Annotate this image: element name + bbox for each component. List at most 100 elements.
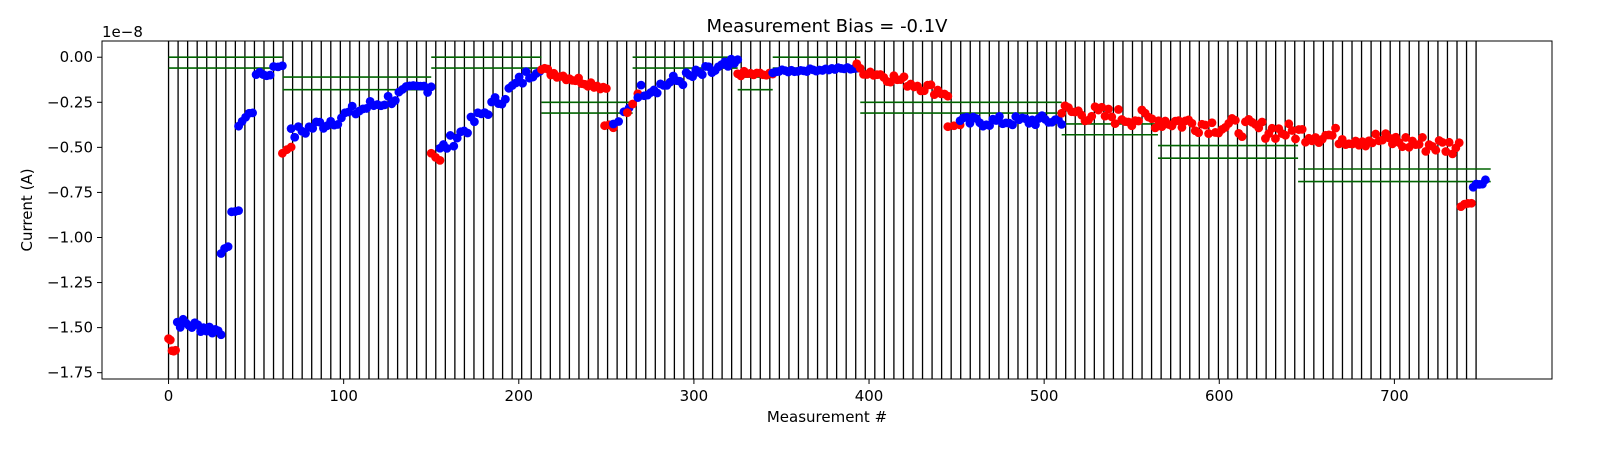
data-point [1401,133,1411,142]
x-tick-label: 0 [164,387,174,405]
data-point [1331,123,1340,133]
data-point [165,335,175,345]
data-point [1418,133,1427,142]
data-point [1008,120,1017,130]
data-point [223,242,233,252]
x-tick-label: 200 [504,387,533,405]
data-point [1414,140,1424,149]
data-point [1287,126,1297,135]
data-point [1107,112,1117,122]
data-point [449,141,459,151]
data-point [1237,132,1247,142]
data-point [1204,129,1214,138]
x-tick-label: 100 [329,387,358,405]
x-axis-ticks: 0 100 200 300 400 500 600 700 [164,379,1409,405]
data-point [248,108,258,118]
x-tick-label: 700 [1380,387,1409,405]
plot-frame [101,40,1553,380]
data-point [1421,147,1431,156]
data-point [347,101,357,111]
y-tick-label: −0.50 [47,138,93,156]
data-point [171,345,180,355]
data-point [688,72,698,82]
data-point [1397,142,1407,152]
data-point [362,104,371,113]
data-point [1097,102,1107,112]
data-point [1467,198,1476,208]
data-point [733,55,743,65]
data-point [521,67,531,77]
data-point [1150,123,1160,133]
y-tick-label: −1.50 [47,319,93,337]
data-point [435,155,445,165]
data-point [1454,138,1464,148]
data-point [463,128,472,138]
data-point [1441,147,1451,156]
data-point [445,131,455,140]
data-point [290,132,300,142]
data-point [1431,145,1441,155]
data-point [1200,120,1210,130]
data-point [1147,114,1157,124]
data-point [301,128,310,138]
data-point [1444,137,1454,147]
data-point [1114,105,1123,114]
data-point [286,124,296,133]
data-point [1057,119,1067,129]
data-point [1110,119,1120,129]
data-point [1187,118,1197,128]
data-point [628,99,638,109]
threshold-lines [168,56,1491,183]
data-point [1481,175,1490,185]
data-point [1297,124,1307,134]
data-point [1267,123,1277,133]
data-point [470,117,479,127]
data-point [380,100,389,110]
data-point [483,110,493,119]
data-point [1087,111,1097,121]
data-point [1100,111,1110,121]
y-tick-label: −0.25 [47,93,93,111]
data-point [601,84,611,93]
data-point [442,143,452,153]
x-tick-label: 500 [1030,387,1059,405]
data-point [943,91,953,101]
data-point [426,82,436,92]
data-point [1438,137,1447,147]
data-point [697,70,707,80]
y-offset-label: 1e−8 [102,23,143,41]
data-point [286,142,296,152]
data-point [1271,134,1280,143]
data-point [1284,119,1294,129]
data-point [636,80,646,90]
data-point [1057,108,1067,118]
data-point [1194,128,1204,138]
data-point [1134,116,1143,126]
x-tick-label: 600 [1205,387,1234,405]
y-tick-label: −0.75 [47,183,93,201]
data-point [926,80,936,90]
data-point [333,120,343,129]
data-point [308,123,318,133]
data-point [995,111,1004,121]
data-point [1257,117,1267,127]
data-point [899,72,909,82]
data-point [277,61,287,71]
data-point [1174,116,1183,126]
data-point [234,206,243,216]
y-axis-label: Current (A) [18,168,36,251]
x-tick-label: 400 [855,387,884,405]
data-point [652,88,662,98]
data-point [1291,134,1300,144]
y-tick-label: 0.00 [60,48,93,66]
data-point [265,70,275,80]
data-point [1230,115,1240,125]
y-tick-label: −1.25 [47,274,93,292]
data-point [1327,130,1337,140]
data-point [622,108,632,118]
data-point [518,78,527,88]
data-point [390,96,400,105]
data-points [164,54,1490,356]
data-point [500,94,510,104]
